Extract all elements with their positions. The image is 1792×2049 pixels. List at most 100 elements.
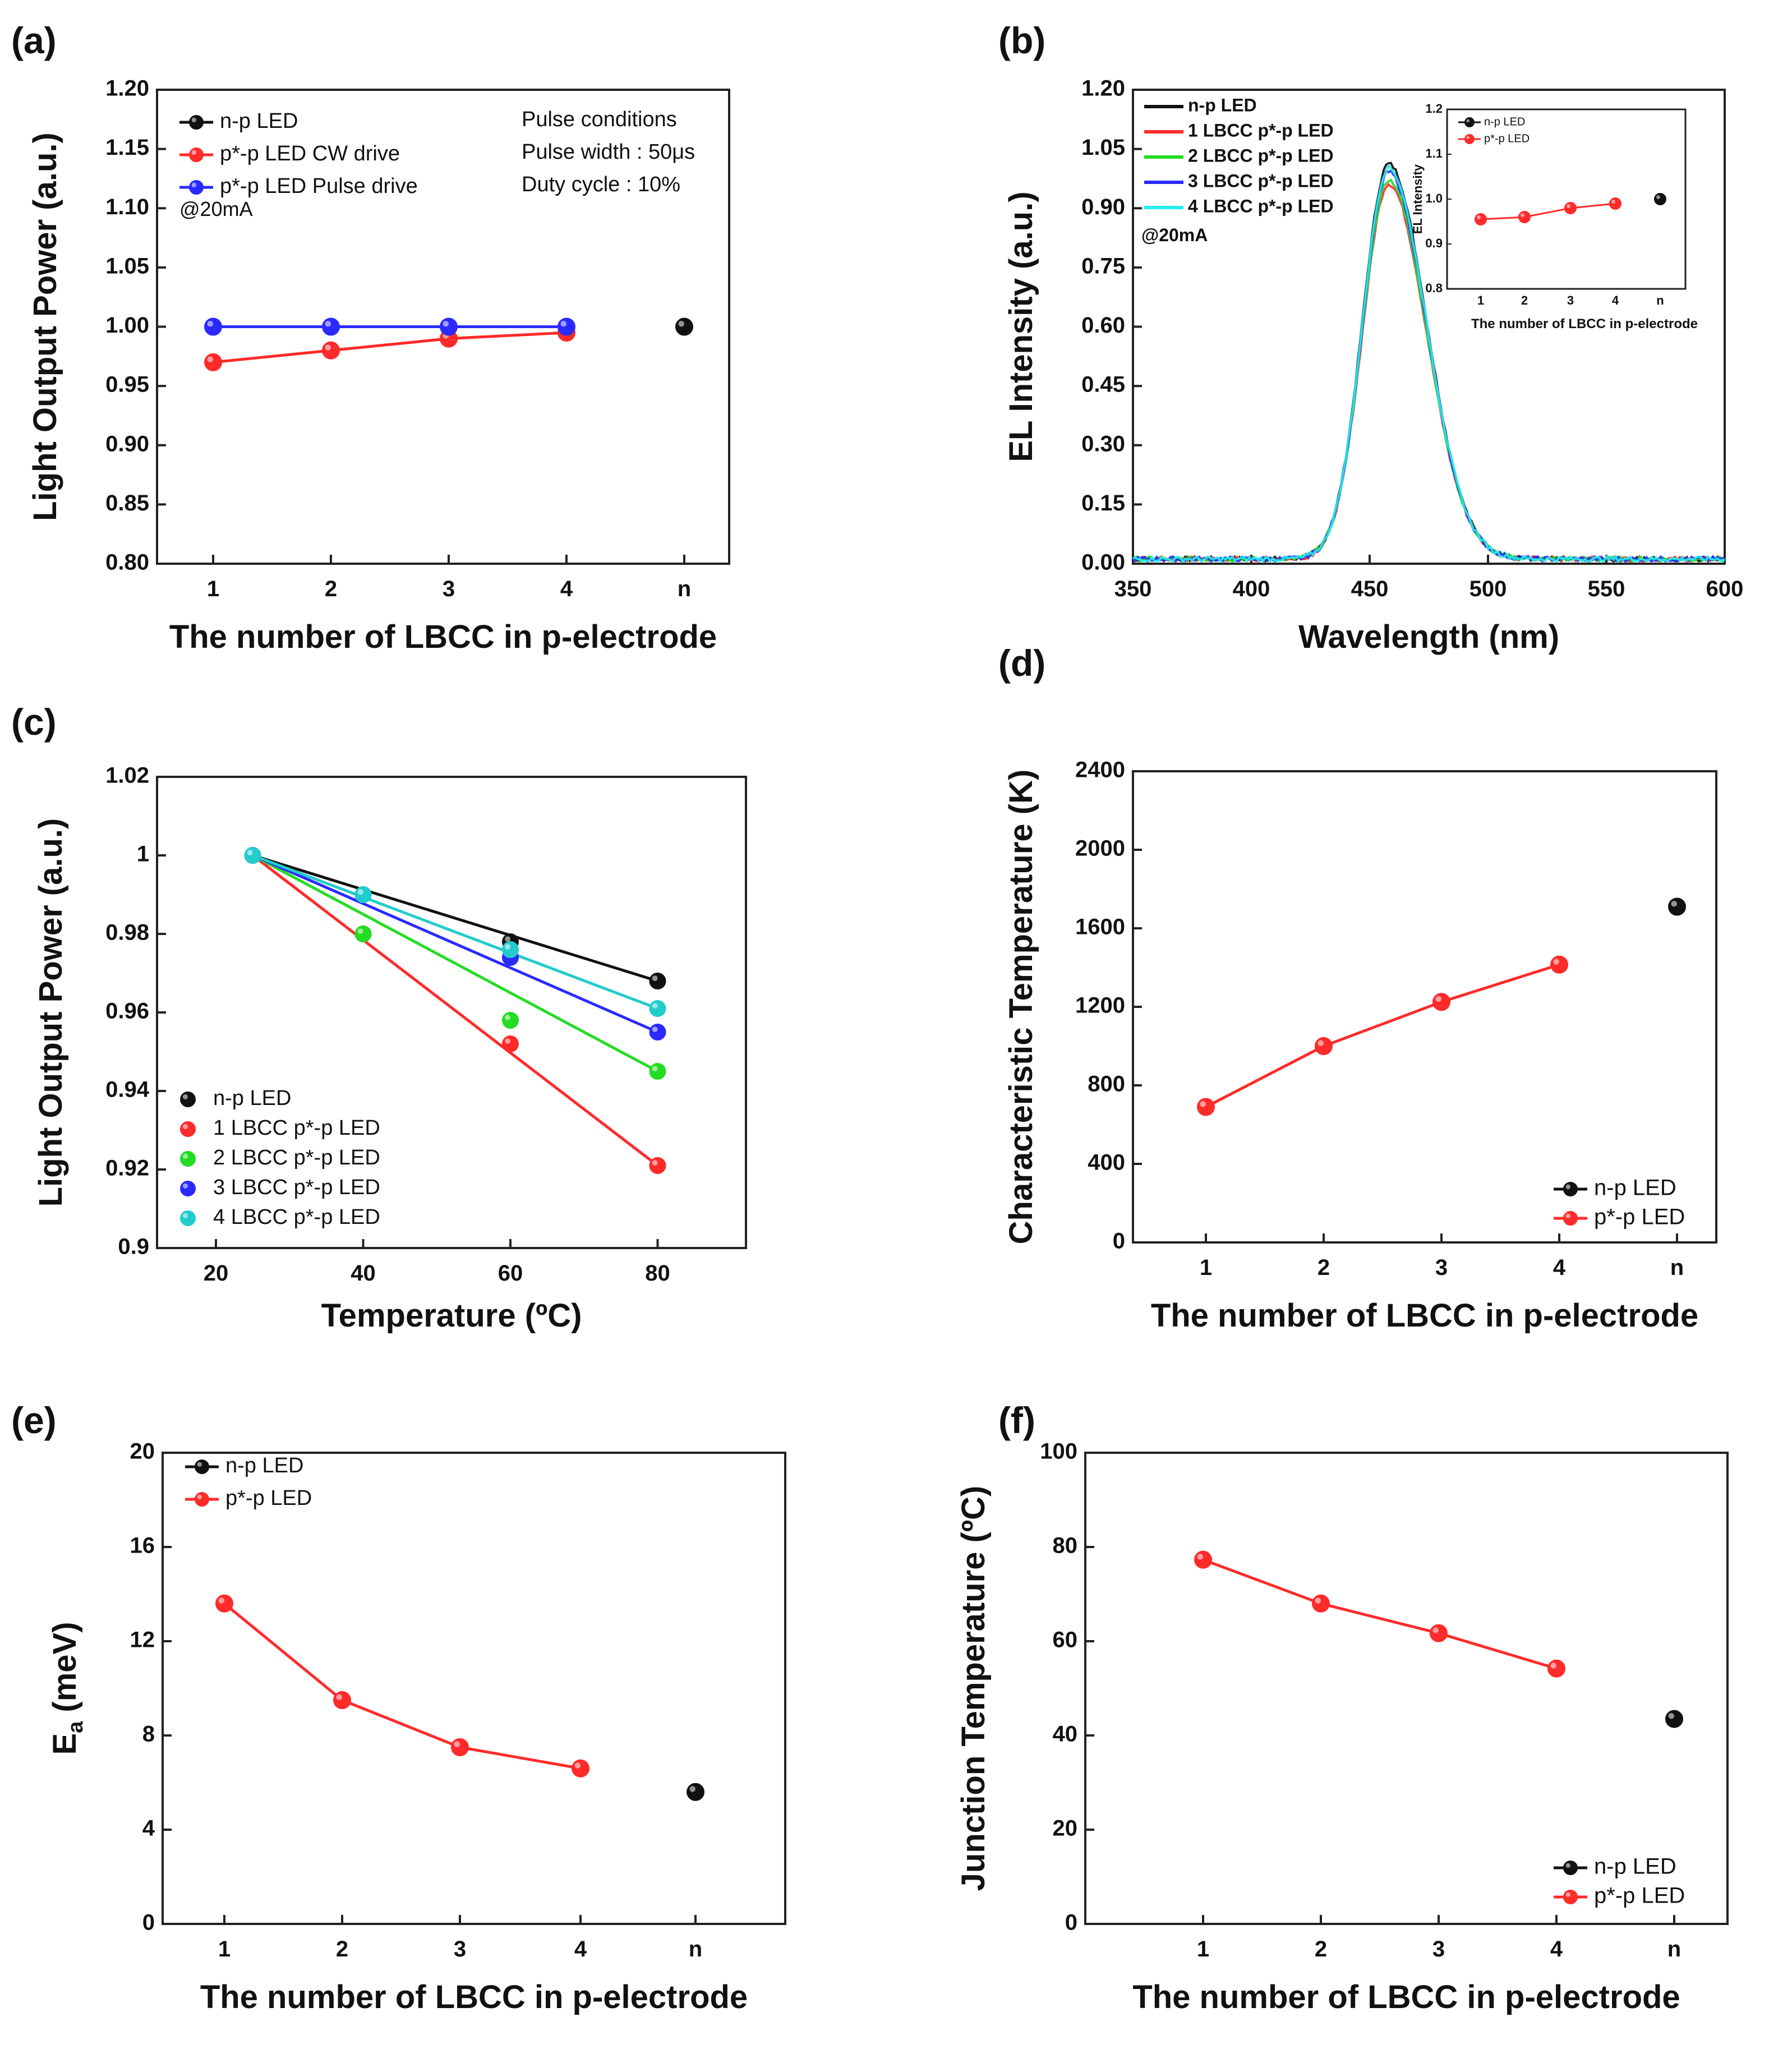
inset-data-point-highlight	[1477, 215, 1481, 219]
legend-marker	[180, 1181, 196, 1196]
data-point	[1315, 1037, 1333, 1055]
legend-label: n-p LED	[1594, 1854, 1676, 1879]
x-axis-title: Temperature (ºC)	[321, 1297, 582, 1334]
legend-marker-highlight	[182, 1213, 188, 1218]
data-point-highlight	[505, 936, 510, 942]
y-tick-label: 1.05	[105, 254, 149, 278]
annotation-pulse: Duty cycle : 10%	[522, 173, 680, 196]
data-point	[649, 1157, 666, 1174]
y-axis-title: Light Output Power (a.u.)	[33, 818, 69, 1207]
legend-label: n-p LED	[213, 1086, 291, 1110]
data-point-highlight	[1671, 901, 1677, 907]
y-tick-label: 8	[142, 1722, 155, 1747]
legend-marker	[195, 1492, 209, 1507]
annotation-pulse: Pulse conditions	[522, 108, 677, 131]
y-tick-label: 0	[1065, 1910, 1077, 1935]
x-tick-label: n	[678, 577, 691, 601]
y-tick-label: 80	[1053, 1534, 1078, 1558]
legend-marker	[189, 148, 204, 162]
y-axis-title-part: (meV)	[47, 1622, 83, 1721]
data-point-highlight	[652, 975, 658, 981]
data-point	[1432, 993, 1450, 1011]
annotation-pulse: Pulse width : 50μs	[522, 140, 695, 164]
panel-label-e: (e)	[11, 1399, 57, 1441]
legend-marker	[180, 1151, 196, 1167]
legend-marker	[195, 1459, 209, 1474]
fit-line-0	[252, 854, 658, 983]
inset-legend-label: p*-p LED	[1484, 132, 1530, 145]
data-point	[354, 886, 372, 903]
y-tick-label: 60	[1053, 1628, 1078, 1652]
inset-series-line	[1480, 202, 1616, 220]
panel-label-f: (f)	[998, 1399, 1035, 1441]
data-point	[675, 317, 693, 336]
inset-data-point	[1475, 213, 1487, 225]
inset-y-tick-label: 1.0	[1425, 191, 1443, 205]
inset-data-point-highlight	[1611, 200, 1615, 204]
series-line-1	[1203, 1558, 1557, 1670]
inset-data-point	[1564, 202, 1577, 214]
y-axis-title: Ea (meV)	[47, 1622, 87, 1755]
legend-label: 1 LBCC p*-p LED	[213, 1116, 380, 1140]
legend-marker-highlight	[1565, 1184, 1570, 1189]
y-tick-label: 20	[1053, 1816, 1078, 1841]
data-point-highlight	[1553, 959, 1559, 965]
legend-marker-highlight	[1565, 1863, 1570, 1868]
legend-marker	[180, 1121, 196, 1137]
legend-label: 4 LBCC p*-p LED	[213, 1205, 380, 1229]
legend-label: 1 LBCC p*-p LED	[1188, 120, 1334, 140]
inset-legend-marker-highlight	[1466, 119, 1469, 122]
panel-label-d: (d)	[998, 642, 1045, 684]
legend-marker	[180, 1210, 196, 1226]
inset-data-point-highlight	[1521, 213, 1524, 217]
y-tick-label: 1.00	[105, 313, 149, 338]
data-point-highlight	[1432, 1627, 1439, 1633]
y-tick-label: 16	[130, 1534, 155, 1558]
data-point-highlight	[505, 1015, 510, 1020]
y-tick-label: 0.9	[118, 1235, 149, 1259]
data-point	[1665, 1710, 1683, 1728]
data-point	[649, 1024, 666, 1040]
y-axis-title: Light Output Power (a.u.)	[27, 132, 63, 521]
y-tick-label: 0	[142, 1910, 155, 1935]
y-tick-label: 0.00	[1081, 550, 1125, 575]
data-point-highlight	[652, 1160, 658, 1166]
inset-x-tick-label: 2	[1521, 293, 1528, 307]
x-tick-label: 1	[1197, 1937, 1209, 1961]
legend-marker-highlight	[191, 150, 196, 155]
legend-marker-highlight	[182, 1124, 188, 1129]
x-tick-label: 3	[1432, 1937, 1445, 1961]
y-tick-label: 1.05	[1081, 135, 1125, 160]
data-point	[1312, 1594, 1330, 1613]
panel-b: 0.00 0.15 0.30 0.45 0.60 0.75 0.90 1.05 1.20 350 4…	[1003, 76, 1743, 655]
y-tick-label: 0.90	[105, 431, 149, 456]
inset-x-tick-label: 1	[1477, 293, 1484, 307]
data-point	[1550, 955, 1568, 974]
inset-legend-marker	[1464, 117, 1475, 127]
data-point-highlight	[207, 356, 213, 362]
x-tick-label: 4	[560, 577, 573, 601]
data-point	[451, 1738, 469, 1756]
legend-marker-highlight	[197, 1494, 202, 1499]
legend-marker	[1563, 1861, 1578, 1875]
data-point	[215, 1594, 233, 1613]
data-point-highlight	[1197, 1554, 1203, 1560]
inset-y-axis-title: EL Intensity	[1411, 164, 1425, 234]
x-tick-label: 20	[204, 1261, 229, 1286]
data-point-highlight	[357, 928, 363, 934]
data-point-highlight	[218, 1597, 224, 1604]
x-tick-label: n	[1667, 1937, 1681, 1961]
x-tick-label: 1	[1200, 1255, 1212, 1280]
inset-y-tick-label: 0.9	[1425, 236, 1443, 250]
data-point	[687, 1783, 704, 1801]
inset-data-point	[1609, 197, 1621, 210]
annotation-current: @20mA	[1141, 225, 1208, 245]
legend-label: n-p LED	[1594, 1176, 1676, 1200]
data-point	[333, 1691, 351, 1709]
y-tick-label: 40	[1053, 1722, 1078, 1747]
inset-data-point	[1518, 211, 1531, 223]
data-point	[649, 1000, 666, 1017]
y-tick-label: 4	[142, 1816, 155, 1841]
fit-line-1	[252, 854, 659, 1167]
